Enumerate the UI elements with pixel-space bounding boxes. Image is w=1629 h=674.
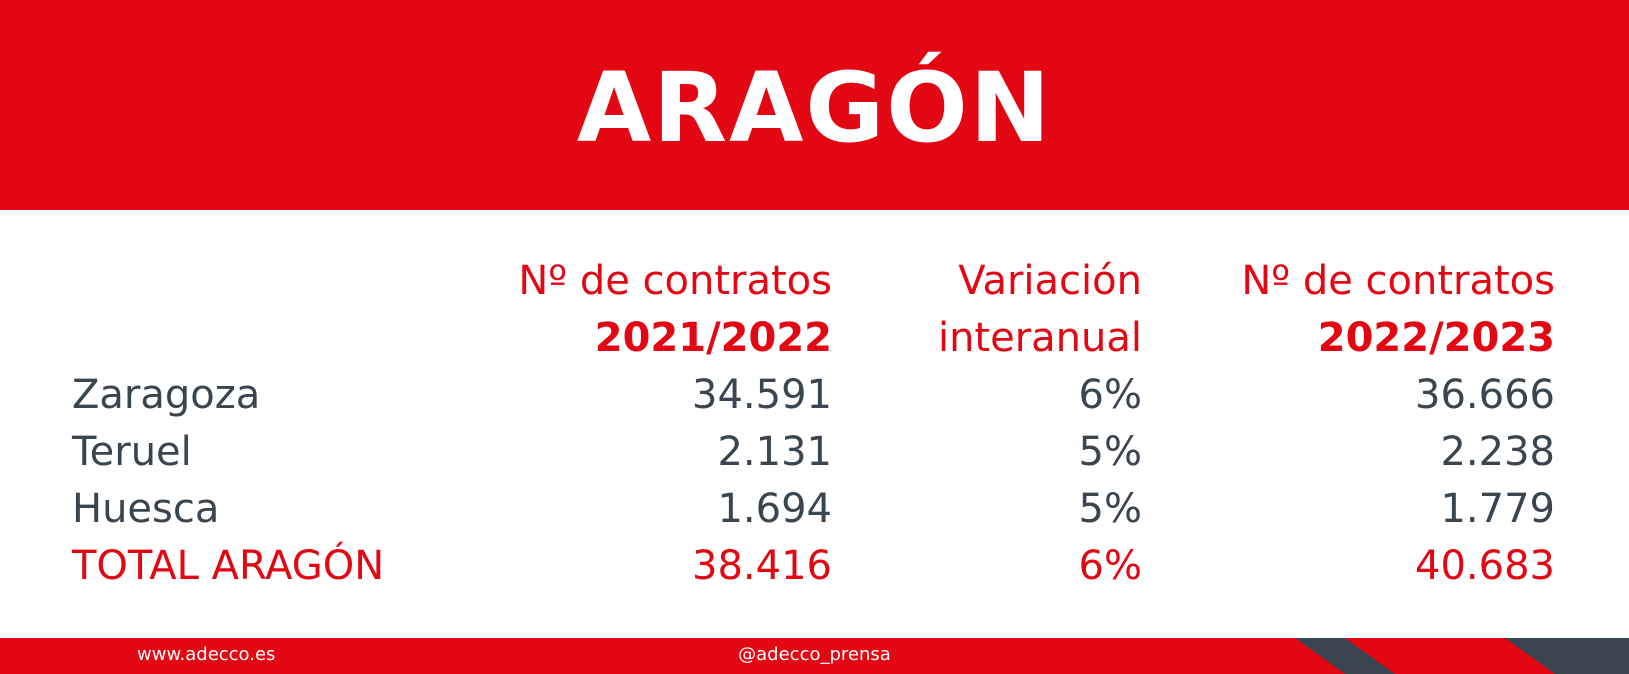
row-label: Teruel [72,429,192,475]
column-header: Variación [958,258,1142,304]
social-handle: @adecco_prensa [738,644,891,665]
footer: www.adecco.es @adecco_prensa [0,638,1629,674]
row-label: Zaragoza [72,372,261,418]
column-header: interanual [937,315,1142,361]
website: www.adecco.es [137,644,276,665]
table-cell: 6% [1078,372,1142,418]
table-cell: 40.683 [1415,543,1555,589]
title: ARAGÓN [576,52,1053,164]
table-cell: 2.238 [1440,429,1555,475]
table-cell: 36.666 [1415,372,1555,418]
table-cell: 5% [1078,486,1142,532]
table-cell: 1.779 [1440,486,1555,532]
row-label: TOTAL ARAGÓN [72,543,385,589]
table-cell: 2.131 [717,429,832,475]
header: ARAGÓN [0,0,1629,210]
table-cell: 5% [1078,429,1142,475]
row-label: Huesca [72,486,220,532]
decoration [1295,638,1629,674]
column-header: 2021/2022 [594,315,832,361]
table-cell: 34.591 [692,372,832,418]
column-header: 2022/2023 [1317,315,1555,361]
table-cell: 6% [1078,543,1142,589]
column-header: Nº de contratos [1241,258,1555,304]
column-header: Nº de contratos [518,258,832,304]
table-cell: 1.694 [717,486,832,532]
table-cell: 38.416 [692,543,832,589]
